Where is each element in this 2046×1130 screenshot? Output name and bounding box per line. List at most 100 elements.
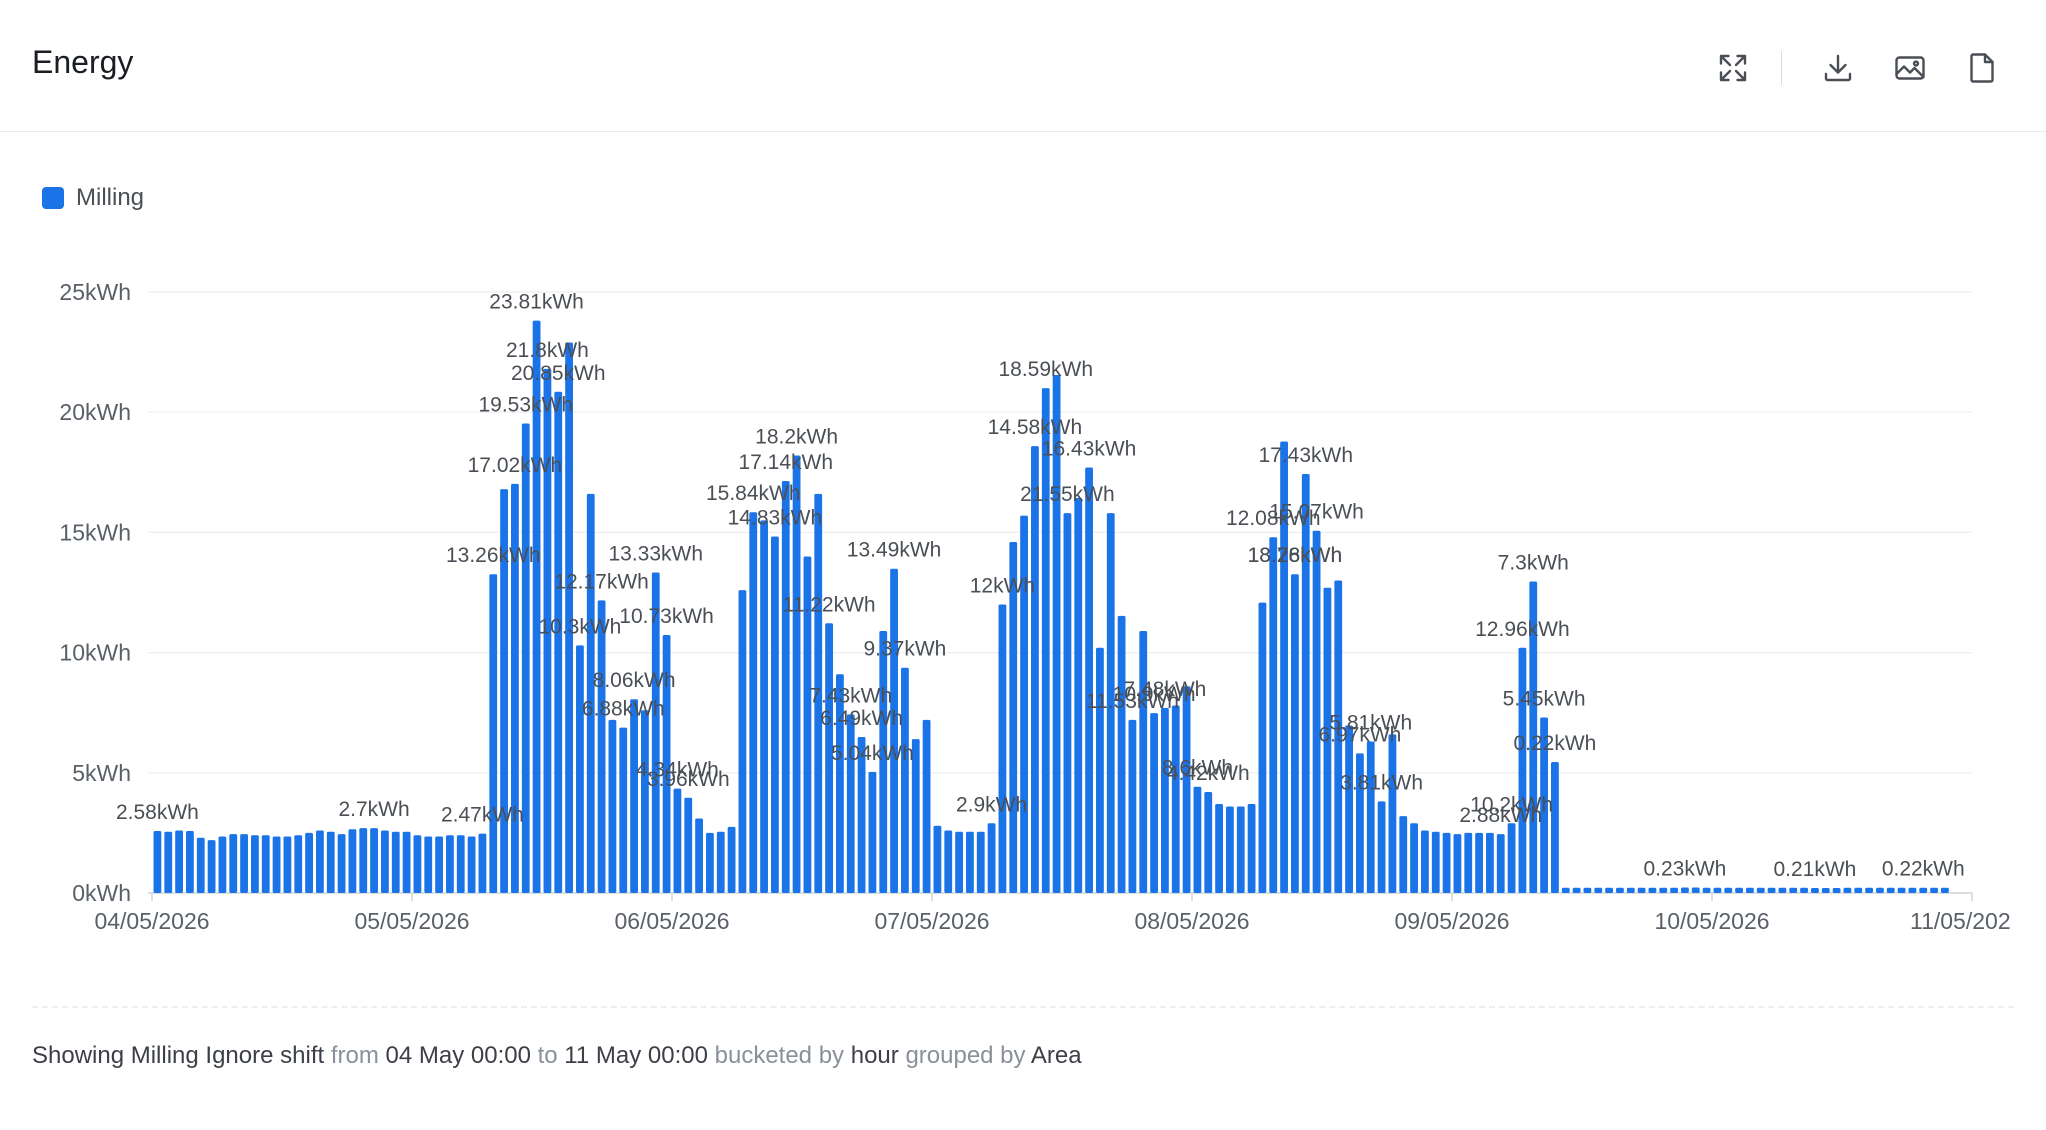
data-label: 2.58kWh [116, 801, 199, 824]
bar [901, 667, 909, 893]
bar [251, 835, 259, 893]
summary-group-value: Area [1030, 1042, 1082, 1069]
data-label: 18.2kWh [755, 425, 838, 448]
bar [1659, 887, 1668, 893]
bar [489, 574, 498, 893]
data-label: 0.23kWh [1643, 857, 1726, 880]
legend-item-milling[interactable]: Milling [42, 184, 144, 212]
expand-icon [1719, 54, 1747, 82]
bar [641, 710, 649, 893]
bar [1464, 832, 1473, 893]
bar [1161, 707, 1169, 893]
data-label: 12.96kWh [1475, 618, 1570, 641]
bar [1453, 834, 1462, 893]
data-label: 3.96kWh [647, 768, 730, 791]
data-label: 7.3kWh [1498, 551, 1569, 574]
bar [1670, 887, 1678, 893]
bar [1410, 823, 1418, 893]
bar [153, 830, 162, 893]
file-icon [1970, 53, 1994, 83]
data-label: 20.85kWh [511, 362, 606, 385]
summary-grouped-word: grouped by [905, 1042, 1026, 1069]
data-label: 13.33kWh [608, 543, 703, 566]
x-tick-label: 05/05/2026 [354, 908, 469, 934]
bar [1312, 530, 1321, 893]
bar [478, 833, 487, 893]
bar [1886, 887, 1895, 893]
bar [1919, 887, 1928, 893]
summary-to-word: to [537, 1042, 558, 1069]
data-label: 5.81kWh [1329, 712, 1412, 735]
bar [326, 831, 335, 893]
data-label: 11.53kWh [1086, 690, 1179, 713]
bar [565, 342, 573, 893]
toolbar-divider [1781, 51, 1782, 85]
summary-showing: Showing Milling Ignore shift [32, 1042, 325, 1069]
bar [630, 699, 638, 893]
bar [1182, 686, 1191, 893]
bar [868, 771, 877, 893]
bar [1626, 887, 1635, 893]
bar [1713, 887, 1722, 893]
bar [1821, 887, 1830, 893]
data-label: 0.22kWh [1513, 732, 1596, 755]
bar [186, 830, 194, 893]
y-tick-label: 5kWh [72, 760, 131, 786]
data-label: 12.08kWh [1226, 507, 1321, 530]
bar [1897, 887, 1906, 893]
y-tick-label: 10kWh [59, 640, 131, 666]
bar [381, 830, 389, 893]
bar [229, 834, 238, 893]
bar [521, 423, 530, 893]
bar [1572, 887, 1581, 893]
download-button[interactable] [1814, 44, 1862, 92]
card-header: Energy [0, 0, 2046, 132]
bar [218, 836, 227, 893]
bar [1139, 630, 1148, 893]
bar [1681, 887, 1689, 893]
bar [1746, 887, 1754, 893]
bar [1258, 602, 1267, 893]
bar [456, 835, 465, 893]
data-label: 6.88kWh [582, 698, 665, 721]
bar-chart: 0kWh 5kWh 10kWh 15kWh 20kWh 25kWh 04/05/2026 05… [59, 279, 2010, 934]
bar [1789, 887, 1798, 893]
bar [532, 320, 541, 893]
x-tick-label: 08/05/2026 [1134, 908, 1249, 934]
bar [554, 391, 563, 893]
bar [706, 832, 714, 893]
bar [1226, 806, 1234, 893]
bar [1518, 647, 1527, 893]
bar [1215, 804, 1223, 893]
expand-button[interactable] [1709, 44, 1757, 92]
y-tick-label: 25kWh [59, 279, 131, 305]
data-label: 7.43kWh [809, 684, 892, 707]
bar [1041, 388, 1050, 893]
bar [1724, 887, 1733, 893]
bar [272, 836, 281, 893]
bar [976, 831, 985, 893]
data-label: 14.83kWh [728, 506, 823, 529]
bar [1063, 513, 1072, 893]
bar [1854, 887, 1863, 893]
x-tick-label: 09/05/2026 [1394, 908, 1509, 934]
export-image-button[interactable] [1886, 44, 1934, 92]
bar [857, 736, 866, 893]
bar [337, 834, 346, 893]
bar [1865, 887, 1873, 893]
bar [1540, 717, 1548, 893]
bar [467, 836, 476, 893]
bar [987, 823, 996, 893]
data-label: 8.6kWh [1162, 757, 1233, 780]
data-label: 15.07kWh [1269, 501, 1364, 524]
x-tick-label: 04/05/2026 [94, 908, 209, 934]
bar [1128, 719, 1137, 893]
summary-bucket-value: hour [850, 1042, 899, 1069]
bar [435, 836, 443, 893]
bar [727, 826, 736, 893]
export-file-button[interactable] [1958, 44, 2006, 92]
bar [955, 831, 963, 893]
bar [1475, 832, 1483, 893]
data-label: 8.06kWh [593, 669, 676, 692]
